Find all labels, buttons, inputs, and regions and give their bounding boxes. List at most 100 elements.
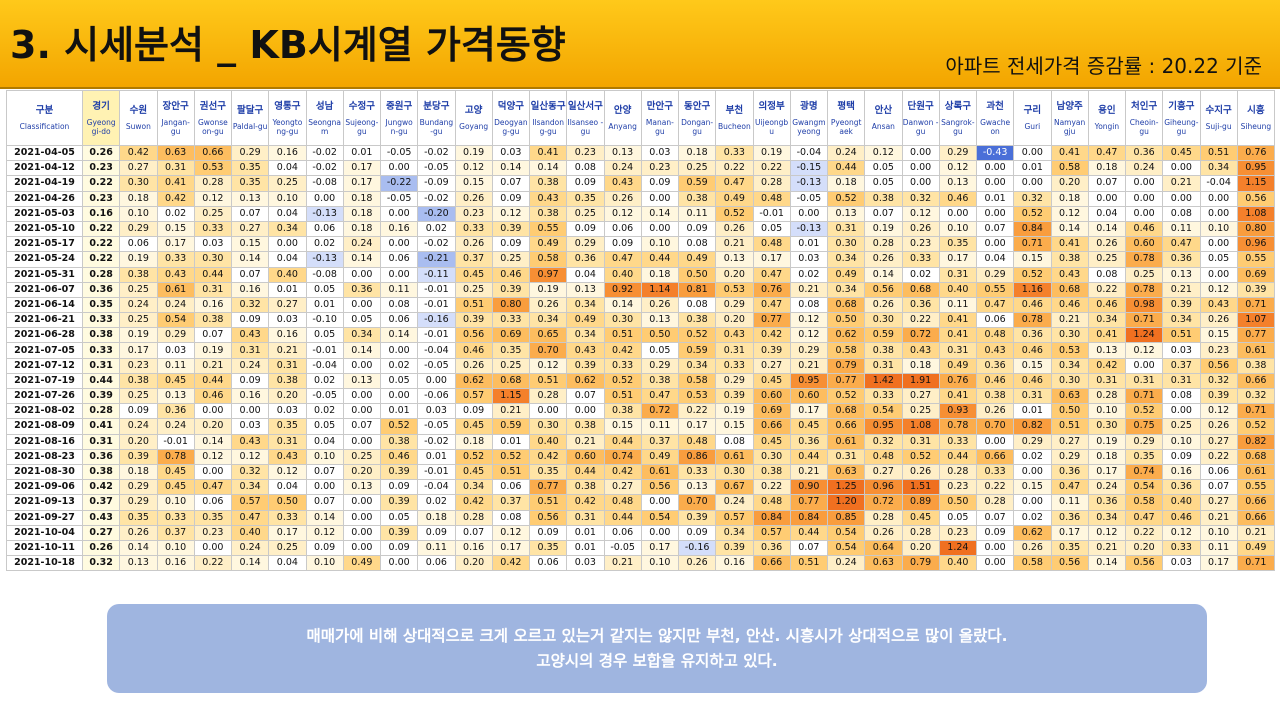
column-header: 수원 Suwon <box>119 90 158 146</box>
table-cell: 0.38 <box>677 190 717 207</box>
table-cell: 0.52 <box>826 190 866 207</box>
table-cell: 0.33 <box>193 220 233 238</box>
table-cell: 0.51 <box>1162 327 1201 344</box>
table-cell: 0.44 <box>193 372 233 390</box>
table-cell: 0.26 <box>975 403 1015 420</box>
table-cell: 0.12 <box>491 524 531 541</box>
table-cell: 0.35 <box>938 236 978 253</box>
table-cell: 0.00 <box>379 266 419 283</box>
table-cell: 0.37 <box>640 433 680 450</box>
table-cell: 0.66 <box>1236 494 1276 511</box>
table-cell: 0.25 <box>193 205 233 222</box>
table-cell: 0.27 <box>268 296 307 314</box>
table-cell: 1.08 <box>1236 205 1276 222</box>
table-cell: 0.37 <box>1162 357 1201 374</box>
row-date: 2021-05-03 <box>6 205 83 222</box>
table-cell: 0.42 <box>491 555 531 572</box>
column-header-ko: 경기 <box>92 100 110 112</box>
table-cell: 0.03 <box>268 403 307 420</box>
table-cell: 0.39 <box>81 387 121 405</box>
table-cell: 0.31 <box>864 357 903 374</box>
row-date: 2021-04-26 <box>6 190 83 207</box>
table-cell: -0.02 <box>417 236 456 253</box>
table-cell: 0.52 <box>901 448 940 465</box>
table-cell: 0.41 <box>1087 327 1127 344</box>
table-cell: 1.24 <box>1124 327 1164 344</box>
table-cell: 0.00 <box>342 357 382 374</box>
table-cell: 0.16 <box>230 281 270 298</box>
table-row: 2021-04-12 0.23 0.27 0.31 0.53 0.35 0.04 -0.02 0… <box>6 160 1276 177</box>
table-cell: 0.45 <box>454 266 493 283</box>
table-cell: 0.35 <box>230 175 270 192</box>
table-cell: 0.33 <box>268 509 307 526</box>
table-cell: 0.27 <box>603 479 642 496</box>
table-cell: 0.71 <box>1013 236 1052 253</box>
table-cell: 0.13 <box>156 387 195 405</box>
table-cell: 0.30 <box>119 175 158 192</box>
table-row: 2021-04-19 0.22 0.30 0.41 0.28 0.35 0.25 -0.08 0… <box>6 175 1276 192</box>
table-cell: 0.39 <box>119 448 158 465</box>
table-cell: 0.96 <box>864 479 903 496</box>
table-cell: 0.38 <box>1050 251 1089 268</box>
table-cell: 0.01 <box>417 448 456 465</box>
table-cell: 0.28 <box>528 387 568 405</box>
table-cell: 0.38 <box>81 463 121 481</box>
column-header-en: Classification <box>19 122 70 131</box>
table-cell: 0.14 <box>193 433 233 450</box>
table-cell: 0.28 <box>901 524 940 541</box>
table-cell: 0.00 <box>975 175 1015 192</box>
table-cell: 0.35 <box>1124 448 1164 465</box>
table-cell: 0.24 <box>342 236 382 253</box>
table-cell: 0.02 <box>305 403 344 420</box>
table-cell: 0.36 <box>1013 327 1052 344</box>
table-cell: 0.10 <box>640 555 680 572</box>
table-cell: 0.29 <box>1124 433 1164 450</box>
column-header: 만안구 Manan-gu <box>640 90 680 146</box>
table-cell: 0.50 <box>640 327 680 344</box>
table-cell: 0.04 <box>975 251 1015 268</box>
table-cell: -0.13 <box>305 205 344 222</box>
table-cell: 0.13 <box>938 175 978 192</box>
table-cell: 0.00 <box>789 205 829 222</box>
table-cell: -0.22 <box>379 175 419 192</box>
table-cell: 0.36 <box>1050 463 1089 481</box>
table-cell: 0.12 <box>789 327 829 344</box>
table-cell: 0.38 <box>528 175 568 192</box>
table-cell: 0.82 <box>1013 418 1052 435</box>
table-cell: 0.21 <box>1050 312 1089 329</box>
table-cell: 0.76 <box>752 281 791 298</box>
column-header-en: Cheoin-gu <box>1129 117 1159 136</box>
table-cell: 0.17 <box>268 524 307 541</box>
table-cell: 0.39 <box>379 463 419 481</box>
row-date: 2021-08-02 <box>6 403 83 420</box>
table-cell: 0.20 <box>342 463 382 481</box>
table-cell: 0.39 <box>1236 281 1276 298</box>
table-cell: 0.95 <box>789 372 829 390</box>
table-cell: 0.17 <box>938 251 978 268</box>
table-cell: 0.20 <box>901 539 940 557</box>
table-cell: 0.12 <box>1050 205 1089 222</box>
table-cell: 0.25 <box>119 387 158 405</box>
table-cell: 0.00 <box>1124 175 1164 192</box>
column-header-en: Goyang <box>459 122 489 131</box>
slide-subtitle: 아파트 전세가격 증감률 : 20.22 기준 <box>945 54 1262 78</box>
table-cell: 0.12 <box>268 463 307 481</box>
column-header-en: Sangrok-gu <box>941 117 975 136</box>
table-cell: 0.42 <box>1087 357 1127 374</box>
table-cell: 0.82 <box>1236 433 1276 450</box>
table-cell: 0.14 <box>864 266 903 283</box>
table-cell: 0.21 <box>715 236 754 253</box>
column-header: 수지구 Suji-gu <box>1199 90 1238 146</box>
column-header-ko: 기흥구 <box>1168 100 1195 112</box>
table-cell: 0.15 <box>1013 251 1052 268</box>
table-cell: 0.22 <box>1124 524 1164 541</box>
table-cell: 0.14 <box>1087 220 1127 238</box>
table-cell: 0.48 <box>864 448 903 465</box>
table-cell: 0.05 <box>305 281 344 298</box>
table-cell: 0.71 <box>1236 403 1276 420</box>
table-cell: 0.12 <box>603 205 642 222</box>
table-cell: 0.33 <box>156 251 195 268</box>
table-cell: 0.16 <box>1162 463 1201 481</box>
table-cell: 0.23 <box>454 205 493 222</box>
table-cell: 0.09 <box>379 539 419 557</box>
